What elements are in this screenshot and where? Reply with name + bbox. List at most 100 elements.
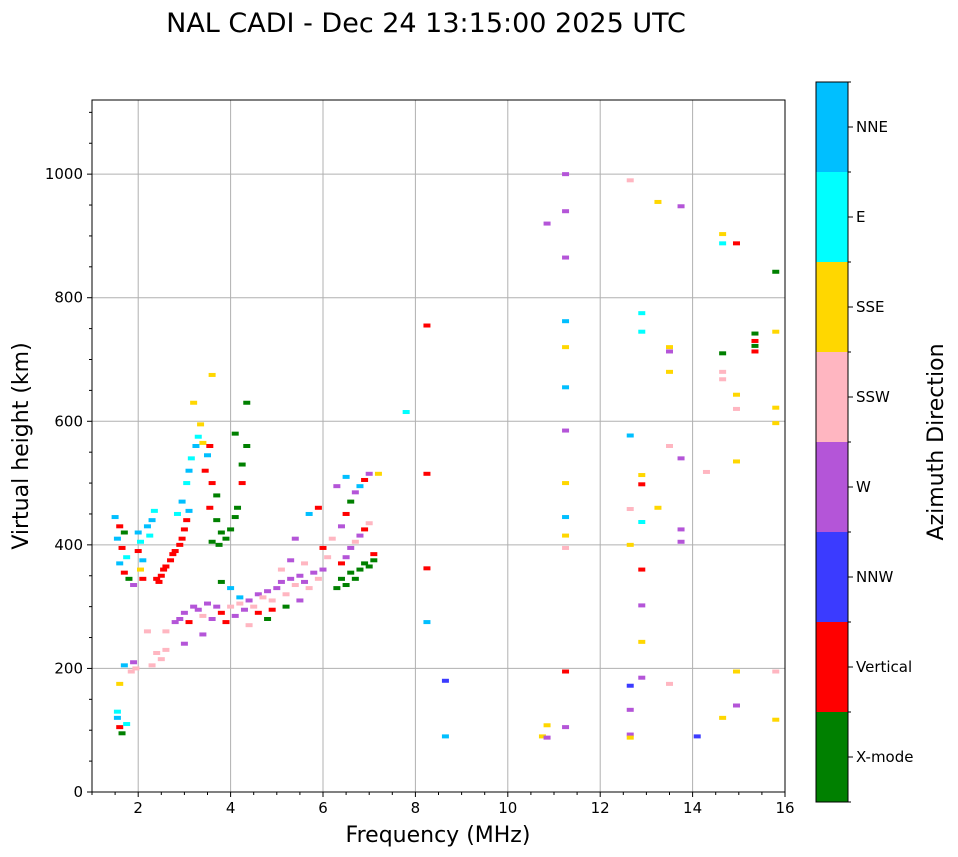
data-point	[296, 573, 304, 578]
data-point	[213, 604, 221, 609]
colorbar-segment	[816, 262, 848, 352]
data-point	[666, 345, 673, 350]
data-point	[194, 434, 202, 439]
data-point	[194, 607, 202, 612]
data-point	[402, 410, 410, 415]
data-point	[719, 232, 727, 237]
data-point	[638, 603, 646, 608]
data-point	[113, 536, 121, 541]
data-point	[342, 555, 350, 560]
data-point	[143, 524, 151, 529]
data-point	[190, 400, 198, 405]
data-point	[342, 511, 350, 516]
data-point	[171, 620, 179, 625]
colorbar-tick-label: NNE	[856, 118, 888, 136]
data-point	[347, 570, 355, 575]
data-point	[199, 632, 207, 637]
data-point	[562, 345, 570, 350]
data-point	[245, 598, 253, 603]
data-point	[351, 576, 359, 581]
data-point	[185, 468, 193, 473]
data-point	[538, 734, 546, 739]
data-point	[654, 505, 662, 510]
x-tick-label: 6	[318, 799, 328, 817]
data-point	[243, 444, 251, 448]
y-tick-label: 1000	[45, 165, 83, 183]
data-point	[222, 536, 230, 541]
data-point	[146, 533, 154, 538]
colorbar-tick-label: SSE	[856, 298, 885, 316]
data-point	[562, 515, 570, 520]
data-point	[231, 515, 239, 520]
data-point	[441, 734, 449, 739]
data-point	[772, 405, 780, 410]
gridlines	[92, 100, 786, 793]
data-point	[162, 564, 170, 569]
data-point	[206, 444, 214, 448]
y-tick-label: 800	[54, 289, 83, 307]
data-point	[638, 473, 646, 478]
data-point	[208, 539, 216, 544]
data-point	[217, 579, 225, 584]
data-point	[231, 431, 239, 436]
colorbar-segment	[816, 532, 848, 622]
data-point	[208, 481, 216, 486]
data-point	[254, 610, 262, 615]
data-point	[543, 221, 551, 226]
x-tick-label: 2	[133, 799, 143, 817]
data-point	[356, 484, 364, 489]
data-point	[268, 598, 276, 603]
data-point	[342, 583, 350, 588]
data-point	[677, 204, 685, 209]
data-point	[134, 549, 142, 554]
y-axis-label: Virtual height (km)	[9, 342, 34, 549]
data-point	[238, 462, 246, 467]
data-point	[732, 392, 740, 397]
y-ticks: 0 200 400 600 800 1000	[45, 111, 92, 801]
data-point	[116, 725, 124, 730]
data-point	[693, 734, 701, 739]
data-point	[113, 709, 121, 714]
data-point	[116, 524, 124, 529]
chart-title: NAL CADI - Dec 24 13:15:00 2025 UTC	[166, 8, 686, 39]
data-point	[282, 604, 290, 609]
data-point	[183, 481, 191, 486]
data-point	[238, 481, 246, 486]
data-point	[153, 576, 161, 581]
data-point	[638, 482, 646, 487]
colorbar-segment	[816, 352, 848, 442]
data-point	[562, 481, 570, 486]
data-point	[342, 474, 350, 479]
data-point	[305, 511, 313, 516]
data-point	[185, 508, 193, 513]
data-point	[638, 675, 646, 680]
data-point	[111, 515, 119, 520]
data-point	[264, 589, 272, 594]
data-point	[120, 570, 128, 575]
data-point	[626, 433, 634, 438]
colorbar-segment	[816, 442, 848, 532]
data-point	[113, 715, 121, 720]
data-point	[162, 647, 170, 652]
colorbar-tick-label: X-mode	[856, 748, 913, 766]
data-point	[118, 545, 126, 550]
data-point	[562, 172, 570, 177]
data-point	[562, 385, 570, 390]
data-point	[150, 508, 158, 513]
data-point	[324, 555, 332, 560]
y-tick-label: 600	[54, 412, 83, 430]
data-point	[314, 505, 322, 510]
data-point	[127, 669, 135, 674]
data-point	[626, 683, 634, 688]
data-point	[719, 241, 727, 246]
data-point	[333, 586, 341, 591]
data-point	[562, 669, 570, 674]
data-point	[199, 440, 207, 445]
data-point	[719, 369, 727, 374]
data-point	[772, 329, 780, 334]
data-point	[677, 527, 685, 532]
x-axis-label: Frequency (MHz)	[346, 823, 531, 848]
data-point	[719, 351, 727, 356]
data-point	[201, 468, 209, 473]
